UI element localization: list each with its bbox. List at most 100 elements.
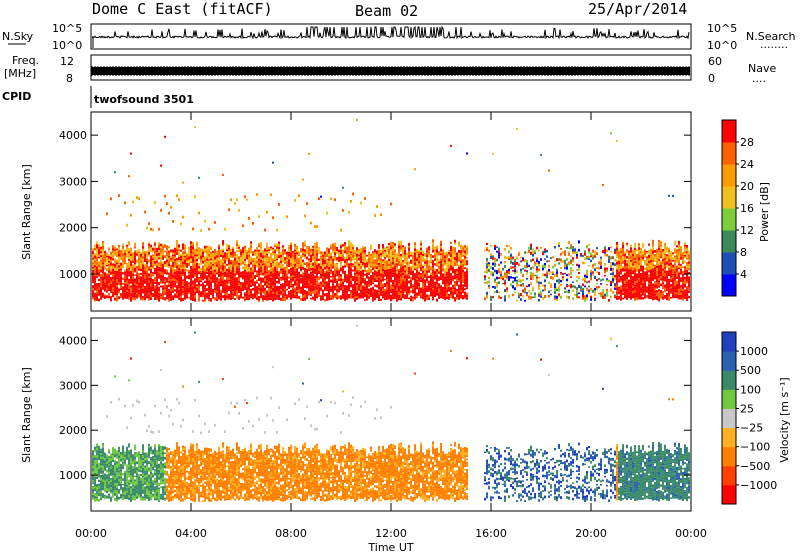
power-cell — [114, 252, 116, 256]
power-cell — [264, 248, 266, 252]
power-cell — [438, 283, 440, 287]
power-cell — [410, 261, 412, 264]
power-cell — [564, 291, 566, 293]
power-cell — [132, 264, 134, 268]
power-cell — [256, 288, 258, 291]
power-cell — [508, 256, 510, 259]
power-cell — [518, 263, 520, 267]
power-cell — [280, 260, 282, 264]
power-cell — [434, 268, 436, 272]
power-cell — [364, 291, 366, 295]
power-cell — [96, 260, 98, 263]
power-cell — [400, 279, 402, 282]
power-cell — [512, 266, 514, 269]
power-cell — [436, 281, 438, 285]
power-cell — [124, 273, 126, 276]
power-cell — [580, 255, 582, 257]
power-cell — [378, 261, 380, 263]
power-cell — [402, 272, 404, 276]
power-cell — [612, 278, 614, 282]
power-cell — [378, 252, 380, 255]
power-cell — [406, 271, 408, 274]
power-cell — [150, 293, 152, 296]
power-cell — [434, 254, 436, 258]
power-cell — [580, 288, 582, 291]
power-cell — [342, 253, 344, 256]
power-cell — [548, 268, 550, 272]
power-cell — [338, 256, 340, 260]
power-cell — [626, 274, 628, 277]
power-cell — [272, 293, 274, 296]
power-cell — [296, 249, 298, 253]
power-cell — [396, 285, 398, 288]
power-cell — [390, 241, 392, 245]
power-cell — [538, 268, 540, 272]
power-cell — [182, 267, 184, 269]
power-cell — [224, 271, 226, 275]
power-cell — [302, 295, 304, 298]
power-cell — [594, 290, 596, 294]
power-cell — [258, 258, 260, 261]
power-cell — [432, 294, 434, 297]
power-cell — [222, 240, 224, 243]
power-cell — [268, 269, 270, 273]
power-cell — [458, 266, 460, 270]
power-cell — [126, 271, 128, 274]
power-cell — [566, 257, 568, 261]
power-cell — [236, 243, 238, 247]
power-cell — [616, 252, 618, 254]
power-cell — [168, 252, 170, 256]
power-cell — [322, 256, 324, 259]
power-cell — [316, 289, 318, 293]
power-cell — [364, 267, 366, 270]
power-cell — [364, 277, 366, 280]
power-cell — [564, 250, 566, 254]
power-cell — [484, 282, 486, 284]
power-cell — [462, 295, 464, 297]
power-cell — [292, 250, 294, 253]
power-cell — [198, 298, 200, 302]
power-cell — [552, 276, 554, 280]
power-cell — [446, 288, 448, 290]
power-cell — [208, 263, 210, 266]
power-cell — [298, 261, 300, 265]
power-cell — [458, 277, 460, 281]
power-cell — [334, 266, 336, 269]
power-cell — [194, 284, 196, 287]
power-cell — [102, 254, 104, 258]
power-cell — [234, 285, 236, 289]
power-cell — [358, 292, 360, 296]
power-cell — [212, 269, 214, 274]
power-cell — [348, 277, 350, 280]
power-cell — [144, 258, 146, 262]
power-cell — [422, 293, 424, 297]
power-cell — [130, 260, 132, 264]
power-cell — [162, 263, 164, 266]
power-cell — [128, 263, 130, 266]
power-cell — [154, 269, 156, 272]
power-cell — [406, 255, 408, 258]
power-cell — [534, 250, 536, 253]
power-cell — [134, 264, 136, 266]
power-cell — [228, 249, 230, 252]
power-cell — [326, 267, 328, 270]
power-cell — [126, 293, 128, 297]
nsearch-tick-bottom: 10^0 — [707, 39, 737, 52]
power-cell — [266, 260, 268, 264]
power-cell — [116, 259, 118, 263]
power-cell — [622, 260, 624, 264]
power-cell — [398, 298, 400, 301]
power-cell — [368, 263, 370, 266]
power-cell — [394, 287, 396, 290]
power-cell — [246, 278, 248, 281]
power-cell — [572, 263, 574, 266]
power-cell — [436, 271, 438, 275]
power-cell — [136, 196, 138, 199]
power-cell — [592, 289, 594, 293]
power-cell — [288, 251, 290, 254]
power-cell — [182, 290, 184, 293]
power-cell — [362, 274, 364, 277]
power-cell — [204, 298, 206, 302]
power-cell — [334, 268, 336, 272]
power-cell — [610, 273, 612, 276]
